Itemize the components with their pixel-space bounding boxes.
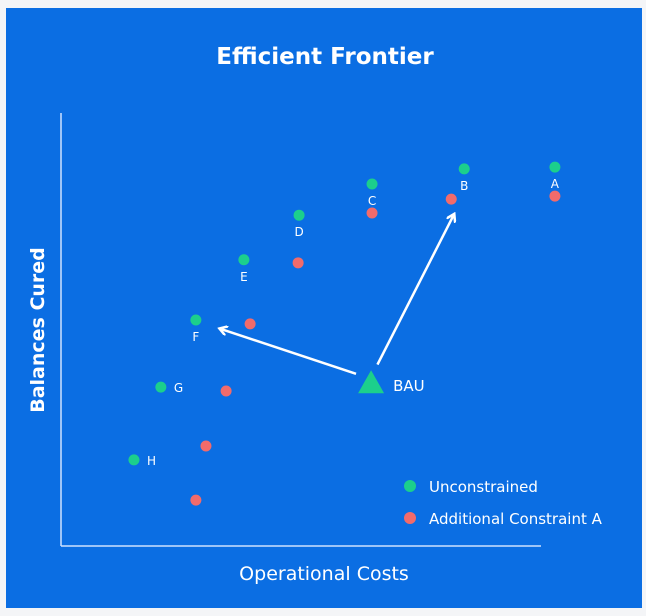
bau-triangle-marker (358, 370, 385, 394)
point-unconstrained-2 (366, 178, 378, 190)
point-unconstrained-7 (128, 454, 140, 466)
point-label-G: G (174, 381, 183, 395)
legend-entry-0: Unconstrained (429, 478, 538, 496)
point-unconstrained-6 (155, 381, 167, 393)
point-label-A: A (551, 177, 560, 191)
chart-panel (6, 8, 642, 608)
point-constraint-a-6 (200, 440, 212, 452)
point-constraint-a-3 (292, 257, 304, 269)
legend-swatch-0 (404, 480, 416, 492)
y-axis-label: Balances Cured (27, 247, 49, 413)
point-constraint-a-7 (190, 494, 202, 506)
point-label-H: H (147, 454, 156, 468)
point-label-E: E (240, 270, 248, 284)
point-constraint-a-1 (445, 193, 457, 205)
point-unconstrained-3 (293, 209, 305, 221)
point-constraint-a-4 (244, 318, 256, 330)
chart-title: Efficient Frontier (216, 44, 434, 70)
point-unconstrained-4 (238, 254, 250, 266)
legend-swatch-1 (404, 512, 416, 524)
x-axis-label: Operational Costs (239, 563, 409, 585)
point-unconstrained-0 (549, 161, 561, 173)
point-label-B: B (460, 179, 468, 193)
point-label-D: D (294, 225, 303, 239)
arrow-bau-to-B (376, 215, 453, 366)
point-constraint-a-2 (366, 207, 378, 219)
point-constraint-a-5 (220, 385, 232, 397)
legend: Unconstrained Additional Constraint A (404, 478, 603, 528)
point-unconstrained-1 (458, 163, 470, 175)
legend-entry-1: Additional Constraint A (429, 510, 603, 528)
point-label-C: C (368, 194, 376, 208)
bau-label: BAU (393, 377, 425, 395)
arrow-bau-to-F (220, 329, 357, 375)
point-unconstrained-5 (190, 314, 202, 326)
point-constraint-a-0 (549, 190, 561, 202)
point-label-F: F (192, 330, 199, 344)
